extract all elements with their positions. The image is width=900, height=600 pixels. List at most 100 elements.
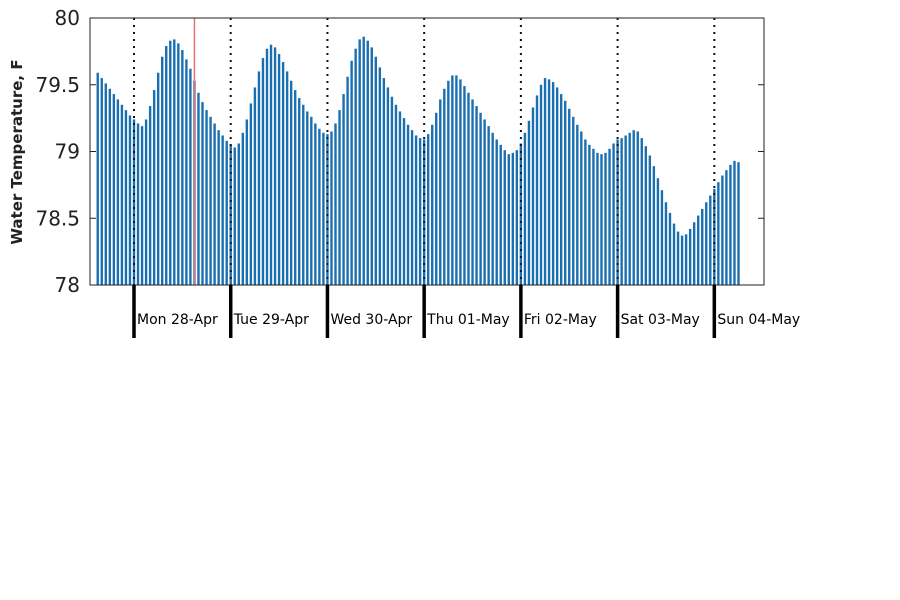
temperature-bar [547,79,551,285]
temperature-bar [382,78,386,285]
temperature-bar [515,150,519,285]
temperature-bar [394,104,398,285]
temperature-bar [418,138,422,285]
temperature-bar [144,119,148,286]
temperature-bar [318,128,321,285]
temperature-bar [285,71,289,286]
day-tick-label: Sat 03-May [621,312,700,328]
temperature-bar [189,68,192,285]
temperature-bar [302,104,305,285]
temperature-bar [209,116,212,285]
temperature-bar [584,139,587,285]
temperature-bar [576,124,579,285]
y-tick-label: 78 [55,273,80,297]
day-dividers-layer [133,18,716,285]
temperature-bar [241,132,245,285]
temperature-bar [124,110,128,285]
temperature-bar [366,40,369,286]
temperature-bar [201,102,204,285]
temperature-bar [261,58,265,285]
temperature-bar [543,78,547,285]
temperature-bar [128,115,132,286]
day-tick-label: Wed 30-Apr [330,312,412,328]
temperature-bar [535,95,539,286]
temperature-bar [104,83,107,285]
temperature-bar [410,130,414,285]
temperature-bar [451,75,454,285]
temperature-bar [555,87,559,285]
day-tick-label: Mon 28-Apr [137,312,218,328]
temperature-bar [414,135,418,285]
temperature-bar [116,99,120,286]
temperature-bar [169,40,172,286]
temperature-bar [294,90,297,285]
temperature-bar [568,108,571,285]
temperature-bar [213,123,216,285]
temperature-bar [608,148,611,285]
temperature-bar [181,50,184,285]
temperature-bar [310,116,313,285]
temperature-bar [495,139,498,285]
temperature-bar [648,155,652,285]
temperature-bar [221,135,224,285]
temperature-bar [664,202,668,285]
temperature-bar [358,39,361,285]
temperature-bar [342,94,345,285]
temperature-bar [531,107,535,285]
temperature-bar [705,202,708,285]
temperature-bar [443,88,446,285]
temperature-bar [177,43,180,285]
temperature-bar [253,87,257,285]
temperature-bar [640,138,643,285]
temperature-bar [249,103,253,285]
temperature-bar [459,79,462,285]
temperature-bar [298,98,301,285]
temperature-bar [612,143,615,285]
temperature-bar [717,182,720,285]
temperature-bar [257,71,261,286]
temperature-bar [600,154,603,285]
temperature-bar [289,80,293,286]
temperature-bar [338,110,341,285]
temperature-bar [265,48,269,286]
temperature-bar [197,92,200,285]
temperature-bar [447,80,450,286]
temperature-bar [701,208,704,285]
temperature-bar [422,139,426,285]
temperature-bar [161,56,164,285]
temperature-bar [737,162,740,285]
temperature-bar [455,75,458,285]
temperature-bar [692,222,696,285]
temperature-bar [523,132,527,285]
temperature-bar [709,195,712,285]
temperature-bar [173,39,176,285]
temperature-bar [596,152,599,285]
temperature-bar [390,96,394,286]
temperature-bar [688,228,692,285]
temperature-bar [406,124,410,285]
temperature-bar [322,132,325,285]
temperature-bar [672,223,676,285]
y-tick-label: 80 [55,6,80,30]
temperature-bar [362,36,365,285]
temperature-bar [684,234,688,285]
temperature-bar [330,131,333,285]
temperature-bar [551,82,555,285]
temperature-bar [398,111,402,285]
temperature-bar [334,123,337,285]
temperature-bar [165,46,168,285]
temperature-bar [572,116,575,285]
temperature-bar [656,178,660,285]
temperature-bar [100,78,103,285]
temperature-bar [644,146,648,285]
temperature-bar [463,86,466,285]
temperature-bar [370,47,373,286]
temperature-bar [564,100,567,286]
temperature-bar [588,144,591,285]
temperature-bar [152,90,156,285]
temperature-bar [306,111,309,285]
temperature-bar [350,60,353,285]
temperature-bar [632,130,635,285]
temperature-bar [491,132,494,285]
temperature-bar [729,164,732,285]
